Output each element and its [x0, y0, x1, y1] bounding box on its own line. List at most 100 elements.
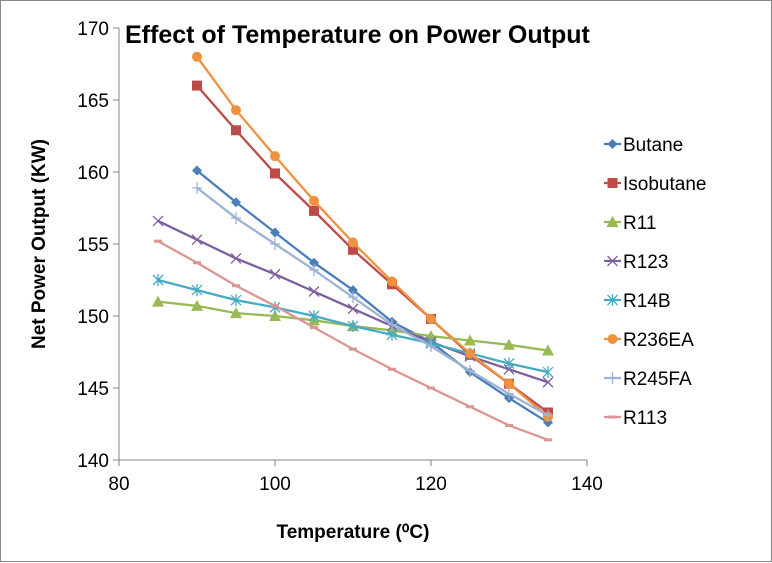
data-point: [542, 366, 554, 379]
data-point: [269, 268, 281, 280]
data-point: [270, 168, 280, 179]
series-line: [196, 186, 549, 417]
legend-marker: [607, 255, 618, 267]
x-axis-label: Temperature (⁰C): [277, 522, 430, 543]
data-point: [270, 227, 280, 238]
legend-label: R11: [623, 213, 656, 234]
y-tick-label: 150: [77, 307, 109, 328]
data-point: [309, 257, 319, 268]
data-point: [348, 237, 358, 248]
data-point: [466, 405, 474, 409]
series-r245fa: [192, 181, 553, 422]
data-point: [231, 212, 241, 225]
data-point: [505, 423, 513, 427]
data-point: [465, 364, 475, 377]
data-point: [191, 299, 203, 311]
data-point: [269, 310, 281, 321]
data-point: [348, 291, 358, 304]
x-tick-label: 120: [415, 474, 447, 495]
data-point: [152, 215, 164, 227]
data-point: [309, 195, 319, 206]
series-line: [196, 84, 549, 414]
x-tick-label: 140: [571, 474, 603, 495]
series-line: [157, 240, 549, 441]
data-point: [270, 151, 280, 162]
legend-label: R245FA: [623, 369, 692, 390]
data-point: [192, 165, 202, 176]
data-point: [192, 181, 202, 194]
data-point: [271, 304, 279, 308]
data-point: [309, 205, 319, 216]
data-point: [232, 284, 240, 288]
data-point: [464, 334, 476, 346]
data-point: [386, 328, 398, 341]
data-point: [426, 313, 436, 324]
legend-marker: [607, 139, 618, 149]
data-point: [192, 80, 202, 91]
series-r113: [154, 239, 552, 442]
series-line: [196, 169, 549, 424]
legend-marker: [607, 178, 618, 188]
data-point: [192, 51, 202, 62]
legend-marker: [606, 216, 619, 227]
legend-marker: [607, 334, 618, 344]
data-point: [504, 378, 514, 389]
data-point: [503, 338, 515, 350]
y-tick-label: 155: [77, 235, 109, 256]
data-point: [308, 310, 320, 322]
data-point: [231, 197, 241, 208]
data-point: [542, 344, 554, 356]
data-point: [427, 386, 435, 390]
data-point: [191, 284, 203, 297]
legend-label: R236EA: [623, 330, 694, 351]
data-point: [347, 303, 359, 315]
legend-label: Isobutane: [623, 174, 706, 195]
data-point: [230, 307, 242, 319]
data-point: [193, 261, 201, 265]
data-point: [191, 234, 203, 246]
y-tick-label: 170: [77, 19, 109, 40]
data-point: [310, 326, 318, 330]
legend-marker: [607, 372, 618, 384]
data-point: [231, 105, 241, 116]
data-point: [465, 348, 475, 359]
data-point: [154, 239, 162, 243]
data-point: [230, 294, 242, 307]
y-tick-label: 160: [77, 163, 109, 184]
data-point: [270, 238, 280, 250]
series-line: [196, 56, 549, 418]
legend-label: R123: [623, 252, 668, 273]
data-point: [503, 357, 515, 370]
y-axis-label: Net Power Output (KW): [29, 139, 50, 349]
legend-label: R14B: [623, 291, 671, 312]
chart-title: Effect of Temperature on Power Output: [125, 21, 591, 49]
legend-marker: [608, 415, 617, 419]
data-point: [543, 409, 553, 422]
data-point: [542, 376, 554, 388]
data-point: [152, 295, 164, 307]
series-r236ea: [192, 51, 553, 422]
data-point: [230, 252, 242, 264]
data-point: [387, 318, 397, 331]
y-tick-label: 145: [77, 379, 109, 400]
data-point: [387, 276, 397, 287]
data-point: [347, 320, 359, 333]
data-point: [308, 286, 320, 297]
data-point: [504, 387, 514, 400]
data-point: [388, 367, 396, 371]
legend-marker: [607, 294, 618, 306]
x-tick-label: 100: [259, 474, 291, 495]
data-point: [231, 125, 241, 136]
legend-label: Butane: [623, 135, 683, 156]
data-point: [349, 347, 357, 351]
data-point: [152, 274, 164, 286]
data-point: [348, 285, 358, 296]
x-tick-label: 80: [108, 474, 129, 495]
y-tick-label: 165: [77, 91, 109, 112]
y-tick-label: 140: [77, 451, 109, 472]
data-point: [309, 263, 319, 276]
data-point: [544, 438, 552, 442]
legend-label: R113: [623, 408, 667, 429]
